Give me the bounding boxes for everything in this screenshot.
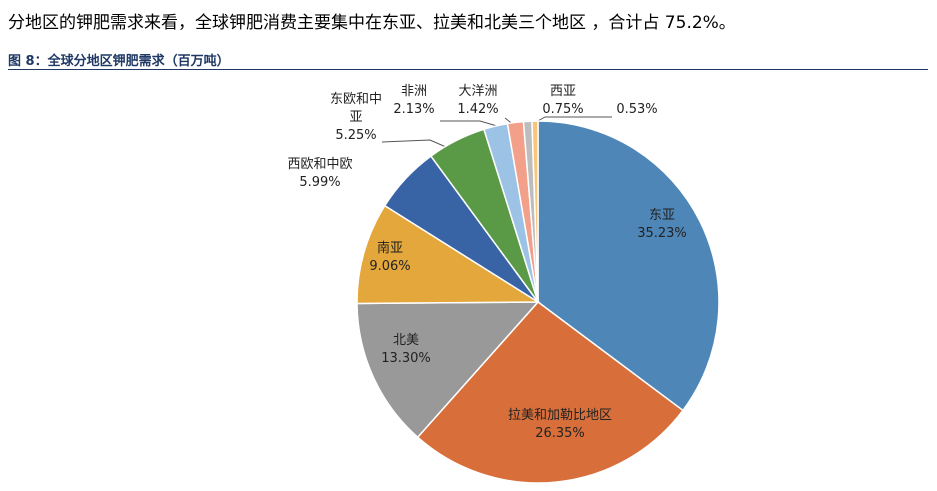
pie-slice [531,120,539,303]
pie-slice [537,120,720,412]
slice-label: 南亚 9.06% [360,240,420,276]
figure-caption: 图 8：全球分地区钾肥需求（百万吨） [8,54,230,69]
slice-label: 0.53% [607,101,667,119]
slice-name: 东亚 [648,208,675,223]
slice-label: 西亚 0.75% [533,83,593,119]
slice-value: 2.13% [393,102,435,117]
slice-label: 非洲 2.13% [384,83,444,119]
leader-line [440,120,498,127]
slice-label: 西欧和中欧 5.99% [270,156,370,192]
slice-name: 大洋洲 [458,84,498,99]
slice-name: 西欧和中欧 [287,157,353,172]
slice-name: 北美 [392,333,419,348]
slice-label: 拉美和加勒比地区 26.35% [504,407,616,443]
pie-slice [356,204,541,305]
paragraph: 分地区的钾肥需求来看，全球钾肥消费主要集中在东亚、拉美和北美三个地区 ，合计占 … [8,13,736,33]
slice-label: 东亚 35.23% [632,207,692,243]
slice-name: 南亚 [376,241,403,256]
slice-name: 非洲 [400,84,427,99]
rule [8,69,928,70]
pie-slice [416,300,684,484]
slice-value: 0.75% [542,102,584,117]
slice-label: 大洋洲 1.42% [448,83,508,119]
slice-label: 北美 13.30% [376,332,436,368]
slice-value: 35.23% [637,226,687,241]
pie-slice [356,301,540,439]
slice-value: 5.25% [335,128,377,143]
slice-value: 1.42% [457,102,499,117]
slice-label: 东欧和中亚 5.25% [330,91,382,145]
slice-name: 东欧和中亚 [330,92,383,125]
slice-name: 拉美和加勒比地区 [507,408,612,423]
slice-value: 26.35% [535,426,585,441]
slice-value: 9.06% [369,259,411,274]
slice-value: 0.53% [616,102,658,117]
slice-value: 13.30% [381,351,431,366]
slice-value: 5.99% [299,175,341,190]
slice-name: 西亚 [549,84,576,99]
